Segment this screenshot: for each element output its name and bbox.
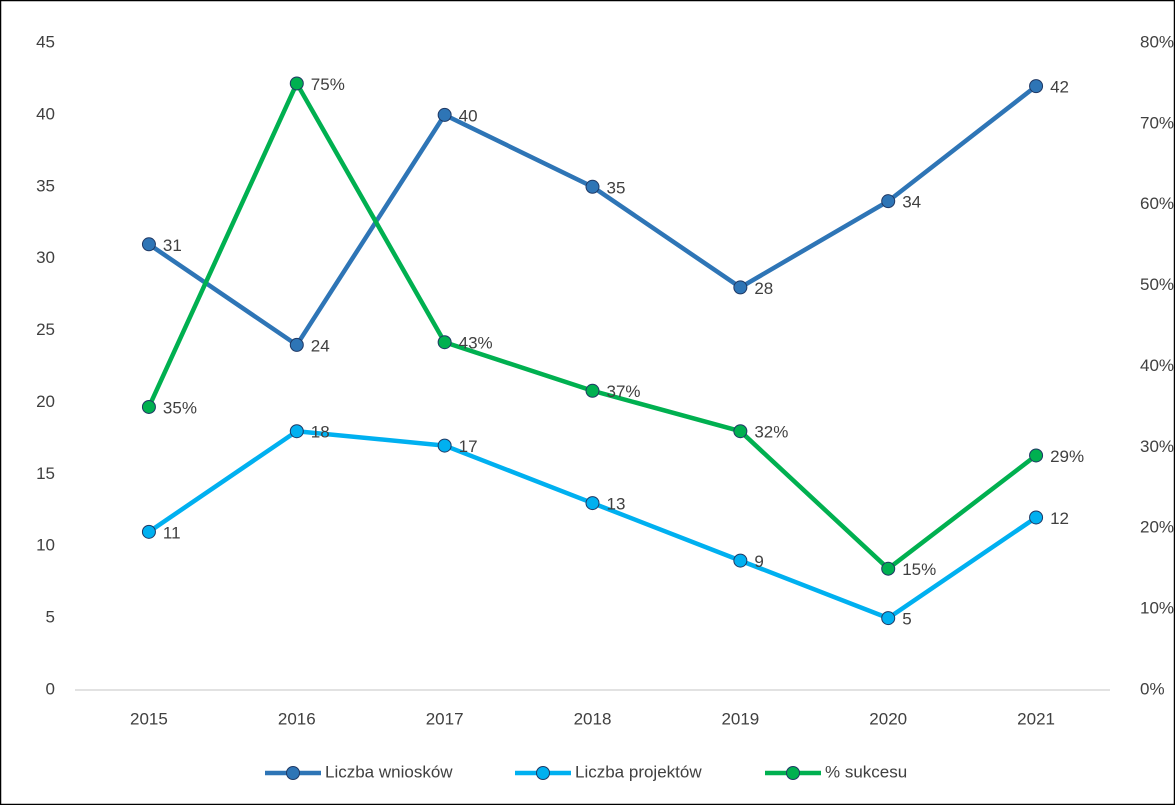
y2-tick-label: 60% <box>1140 194 1174 213</box>
y2-tick-label: 50% <box>1140 275 1174 294</box>
data-label: 31 <box>163 236 182 255</box>
y-tick-label: 25 <box>36 320 55 339</box>
x-tick-label: 2018 <box>574 709 612 728</box>
data-label: 34 <box>902 193 921 212</box>
y2-tick-label: 20% <box>1140 518 1174 537</box>
data-point <box>289 337 304 352</box>
data-label: 35 <box>607 178 626 197</box>
data-label: 40 <box>459 106 478 125</box>
x-tick-label: 2015 <box>130 709 168 728</box>
data-point <box>1029 448 1044 463</box>
data-label: 12 <box>1050 509 1069 528</box>
legend-label: Liczba wniosków <box>325 762 453 781</box>
y-tick-label: 15 <box>36 464 55 483</box>
data-point <box>733 553 748 568</box>
data-label: 43% <box>459 334 493 353</box>
legend-marker <box>536 766 550 780</box>
data-point <box>733 424 748 439</box>
legend-marker <box>286 766 300 780</box>
y-tick-label: 0 <box>46 679 55 698</box>
y-tick-label: 20 <box>36 392 55 411</box>
data-label: 35% <box>163 398 197 417</box>
data-label: 11 <box>163 523 181 542</box>
data-label: 75% <box>311 75 345 94</box>
data-label: 24 <box>311 336 330 355</box>
data-label: 37% <box>607 382 641 401</box>
data-point <box>1029 79 1044 94</box>
data-label: 13 <box>607 495 626 514</box>
data-label: 18 <box>311 423 330 442</box>
x-tick-label: 2021 <box>1017 709 1055 728</box>
data-point <box>437 335 452 350</box>
data-label: 32% <box>754 423 788 442</box>
y-tick-label: 35 <box>36 176 55 195</box>
y2-tick-label: 30% <box>1140 437 1174 456</box>
data-point <box>289 76 304 91</box>
y2-tick-label: 70% <box>1140 113 1174 132</box>
data-label: 42 <box>1050 78 1069 97</box>
x-tick-label: 2020 <box>869 709 907 728</box>
data-label: 28 <box>754 279 773 298</box>
data-point <box>881 194 896 209</box>
data-point <box>881 611 896 626</box>
legend-label: % sukcesu <box>825 762 907 781</box>
data-point <box>585 179 600 194</box>
data-point <box>141 237 156 252</box>
x-tick-label: 2016 <box>278 709 316 728</box>
y-tick-label: 10 <box>36 536 55 555</box>
data-point <box>437 438 452 453</box>
y-tick-label: 45 <box>36 32 55 51</box>
data-point <box>733 280 748 295</box>
y-tick-label: 40 <box>36 104 55 123</box>
x-tick-label: 2017 <box>426 709 464 728</box>
x-tick-label: 2019 <box>721 709 759 728</box>
y2-tick-label: 80% <box>1140 32 1174 51</box>
data-point <box>141 399 156 414</box>
y2-tick-label: 10% <box>1140 599 1174 618</box>
y-tick-label: 30 <box>36 248 55 267</box>
data-label: 17 <box>459 437 478 456</box>
data-point <box>585 496 600 511</box>
y2-tick-label: 0% <box>1140 679 1165 698</box>
data-point <box>141 524 156 539</box>
legend-label: Liczba projektów <box>575 762 702 781</box>
y2-tick-label: 40% <box>1140 356 1174 375</box>
data-label: 9 <box>754 552 763 571</box>
data-point <box>585 383 600 398</box>
data-label: 5 <box>902 610 911 629</box>
data-label: 29% <box>1050 447 1084 466</box>
data-point <box>437 107 452 122</box>
data-point <box>289 424 304 439</box>
data-point <box>1029 510 1044 525</box>
legend-marker <box>786 766 800 780</box>
data-label: 15% <box>902 560 936 579</box>
y-tick-label: 5 <box>46 608 55 627</box>
data-point <box>881 561 896 576</box>
